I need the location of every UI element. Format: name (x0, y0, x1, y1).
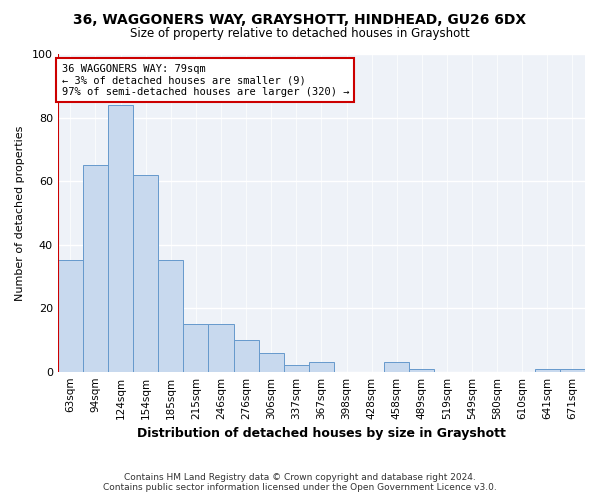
Bar (384, 362, 409, 372)
Text: 36, WAGGONERS WAY, GRAYSHOTT, HINDHEAD, GU26 6DX: 36, WAGGONERS WAY, GRAYSHOTT, HINDHEAD, … (73, 12, 527, 26)
Bar (309, 362, 334, 372)
Bar (108, 105, 133, 372)
Text: 36 WAGGONERS WAY: 79sqm
← 3% of detached houses are smaller (9)
97% of semi-deta: 36 WAGGONERS WAY: 79sqm ← 3% of detached… (62, 64, 349, 96)
Bar (83, 165, 108, 372)
Text: Size of property relative to detached houses in Grayshott: Size of property relative to detached ho… (130, 28, 470, 40)
Bar (58, 260, 83, 372)
Y-axis label: Number of detached properties: Number of detached properties (15, 125, 25, 300)
Bar (560, 368, 585, 372)
Bar (259, 352, 284, 372)
X-axis label: Distribution of detached houses by size in Grayshott: Distribution of detached houses by size … (137, 427, 506, 440)
Bar (158, 260, 184, 372)
Bar (208, 324, 233, 372)
Bar (409, 368, 434, 372)
Bar (535, 368, 560, 372)
Bar (133, 174, 158, 372)
Bar (184, 324, 208, 372)
Bar (233, 340, 259, 372)
Text: Contains HM Land Registry data © Crown copyright and database right 2024.
Contai: Contains HM Land Registry data © Crown c… (103, 473, 497, 492)
Bar (284, 366, 309, 372)
